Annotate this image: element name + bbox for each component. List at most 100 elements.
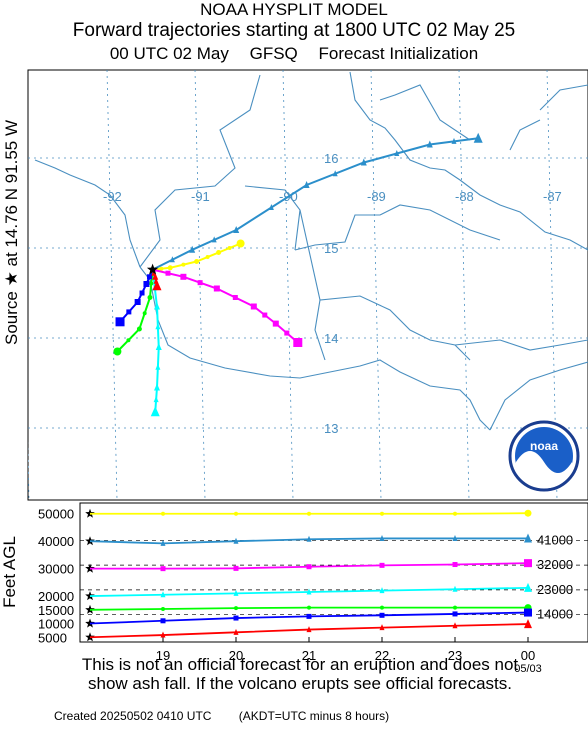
trajectory-point — [213, 285, 220, 292]
height-source-star-icon — [85, 536, 95, 546]
trajectory-line — [152, 268, 299, 344]
init-time: 00 UTC 02 May — [109, 44, 229, 63]
trajectory-point — [234, 511, 238, 516]
border-line — [454, 339, 588, 351]
trajectory-point — [379, 562, 385, 568]
lon-label: -88 — [455, 189, 474, 204]
trajectory-point — [453, 605, 457, 610]
border-line — [379, 84, 471, 141]
lon-label: -89 — [367, 189, 386, 204]
trajectory-title: Forward trajectories starting at 1800 UT… — [72, 20, 516, 41]
disclaimer-line-2: show ash fall. If the volcano erupts see… — [88, 674, 512, 693]
height-tick-label: 15000 — [38, 603, 74, 618]
trajectory-point — [524, 533, 532, 543]
lon-gridline — [106, 70, 118, 500]
map-frame — [27, 69, 588, 501]
trajectory-point — [303, 181, 310, 188]
trajectory-point — [234, 606, 238, 611]
trajectory-point — [307, 605, 311, 610]
trajectory-point — [380, 605, 384, 610]
lon-label: -87 — [543, 189, 562, 204]
trajectory-point — [426, 140, 433, 148]
met-model: GFSQ — [249, 44, 298, 63]
trajectory-point — [379, 587, 385, 594]
trajectory-point — [161, 511, 165, 516]
height-right-label: 23000 — [537, 582, 573, 597]
trajectory-point — [197, 280, 203, 286]
trajectory-point — [360, 158, 367, 166]
trajectory-point — [233, 226, 240, 233]
source-star-icon — [146, 263, 159, 275]
trajectory-point — [160, 631, 166, 638]
trajectory-point — [451, 137, 457, 144]
trajectory-point — [142, 311, 147, 316]
trajectory-point — [152, 280, 162, 291]
trajectory-point — [160, 539, 166, 546]
time-tick-label: 23 — [448, 648, 462, 663]
lon-gridline — [458, 70, 470, 500]
lat-label: 15 — [324, 241, 338, 256]
height-tick-label: 40000 — [38, 534, 74, 549]
init-info: 00 UTC 02 May GFSQ Forecast Initializati… — [0, 44, 588, 64]
trajectory-point — [136, 326, 142, 332]
trajectory-point — [180, 273, 187, 280]
trajectory-point — [473, 132, 483, 143]
coastline — [34, 159, 141, 268]
trajectory-point — [194, 259, 200, 264]
noaa-logo: noaa — [508, 420, 580, 492]
trajectory-point — [152, 272, 159, 280]
trajectory-point — [233, 628, 239, 635]
trajectory-point — [233, 537, 239, 544]
time-tick-label: 22 — [375, 648, 389, 663]
footer: Created 20250502 0410 UTC (AKDT=UTC minu… — [54, 709, 413, 723]
trajectory-point — [161, 606, 165, 611]
trajectory-point — [232, 295, 238, 300]
trajectory-point — [227, 246, 232, 250]
height-tick-label: 5000 — [38, 630, 67, 645]
trajectory-point — [155, 323, 161, 330]
trajectory-point — [306, 588, 312, 595]
trajectory-point — [211, 236, 217, 243]
trajectory-point — [524, 619, 532, 629]
trajectory-point — [169, 256, 175, 263]
trajectory-point — [379, 534, 385, 541]
height-tick-label: 10000 — [38, 617, 74, 632]
height-right-label: 41000 — [537, 532, 573, 547]
disclaimer-line-1: This is not an official forecast for an … — [81, 655, 519, 674]
trajectory-point — [524, 509, 532, 517]
model-title: NOAA HYSPLIT MODEL — [200, 0, 388, 19]
source-label: Source ★ at 14.76 N 91.55 W — [2, 119, 21, 345]
trajectory-point — [262, 312, 268, 318]
height-tick-label: 20000 — [38, 589, 74, 604]
trajectory-point — [143, 281, 150, 287]
height-tick-label: 50000 — [38, 507, 74, 522]
trajectory-point — [154, 383, 160, 391]
trajectory-point — [452, 562, 458, 568]
trajectory-point — [524, 559, 532, 568]
trajectory-point — [233, 615, 239, 621]
trajectory-point — [452, 611, 458, 617]
trajectory-point — [379, 624, 385, 631]
height-axis-label: Feet AGL — [0, 536, 19, 608]
timezone-note: (AKDT=UTC minus 8 hours) — [238, 709, 390, 723]
trajectory-point — [233, 565, 239, 571]
border-line — [509, 119, 541, 151]
trajectory-point — [524, 582, 532, 592]
trajectory-point — [147, 274, 153, 280]
trajectory-point — [149, 281, 154, 286]
trajectory-point — [306, 535, 312, 542]
border-line — [539, 84, 588, 111]
trajectory-point — [155, 363, 161, 370]
trajectory-point — [165, 270, 171, 276]
time-date-label: 05/03 — [514, 663, 542, 675]
height-frame — [79, 502, 588, 643]
created-timestamp: Created 20250502 0410 UTC — [54, 709, 212, 723]
lat-label: 16 — [324, 151, 338, 166]
trajectory-point — [250, 303, 257, 310]
border-line — [244, 185, 301, 251]
time-tick-label: 21 — [302, 648, 316, 663]
trajectory-point — [306, 626, 312, 633]
